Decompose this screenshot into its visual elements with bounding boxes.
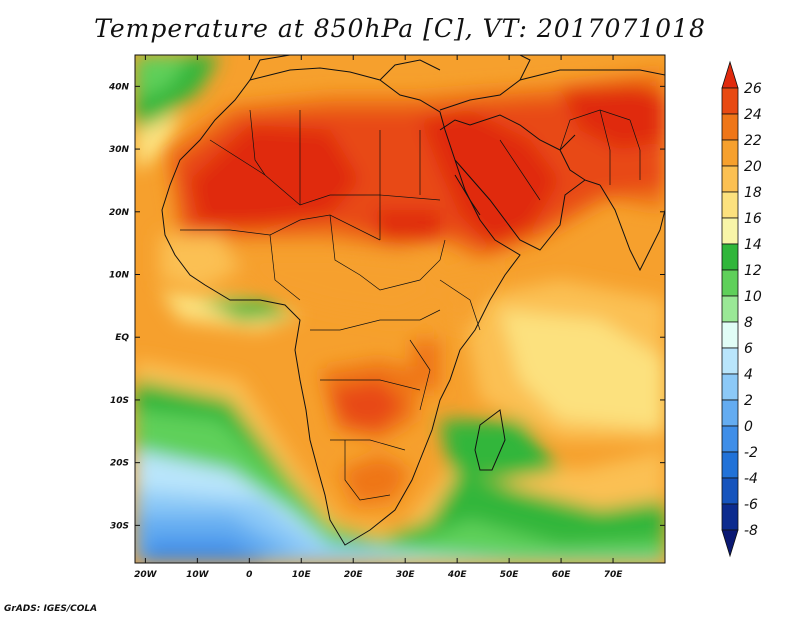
colorbar-label: -8 <box>744 523 758 539</box>
colorbar-label: 2 <box>744 393 753 409</box>
lon-label: 30E <box>396 570 416 580</box>
lon-label: 60E <box>552 570 572 580</box>
colorbar-label: 6 <box>744 341 753 357</box>
colorbar-swatch <box>721 139 739 167</box>
colorbar-swatch <box>721 60 739 89</box>
lon-label: 50E <box>500 570 520 580</box>
lat-label: 30S <box>110 521 129 531</box>
colorbar-label: 4 <box>744 367 753 383</box>
colorbar-label: 14 <box>744 237 762 253</box>
colorbar-swatch <box>721 191 739 219</box>
colorbar-swatch <box>721 503 739 531</box>
lat-label: 10S <box>110 396 129 406</box>
lat-label: EQ <box>115 333 129 343</box>
credit-label: GrADS: IGES/COLA <box>4 604 98 614</box>
colorbar-label: -4 <box>744 471 758 487</box>
colorbar-swatch <box>721 295 739 323</box>
page-title: Temperature at 850hPa [C], VT: 201707101… <box>94 14 706 43</box>
colorbar-label: 20 <box>744 159 762 175</box>
colorbar-label: 24 <box>744 107 762 123</box>
colorbar-label: -2 <box>744 445 758 461</box>
borders <box>180 109 641 501</box>
colorbar-swatch <box>721 87 739 115</box>
colorbar-swatch <box>721 451 739 479</box>
colorbar-swatch <box>721 373 739 401</box>
lon-label: 0 <box>246 570 252 580</box>
lon-label: 20E <box>344 570 364 580</box>
colorbar-swatch <box>721 425 739 453</box>
colorbar-swatch <box>721 269 739 297</box>
latitude-axis: 40N 30N 20N 10N EQ 10S 20S 30S <box>108 82 665 531</box>
longitude-axis: 20W 10W 0 10E 20E 30E 40E 50E 60E 70E <box>134 55 623 580</box>
lat-label: 20S <box>110 459 129 469</box>
lat-label: 30N <box>109 145 130 155</box>
colorbar-swatch <box>721 243 739 271</box>
colorbar-label: 16 <box>744 211 762 227</box>
colorbar-label: 22 <box>744 133 762 149</box>
colorbar-label: 10 <box>744 289 762 305</box>
colorbar-swatch <box>721 217 739 245</box>
colorbar-swatch <box>721 477 739 505</box>
lon-label: 10W <box>186 570 210 580</box>
lon-label: 70E <box>604 570 624 580</box>
lon-label: 10E <box>292 570 312 580</box>
colorbar-label: 18 <box>744 185 762 201</box>
colorbar-swatch <box>721 347 739 375</box>
lon-label: 20W <box>134 570 158 580</box>
lat-label: 40N <box>108 82 130 92</box>
lon-label: 40E <box>447 570 468 580</box>
lat-label: 20N <box>109 208 130 218</box>
colorbar-swatch <box>721 165 739 193</box>
colorbar-label: 26 <box>744 81 762 97</box>
plot-frame <box>134 54 666 564</box>
temperature-field <box>135 55 665 563</box>
colorbar-label: 8 <box>744 315 753 331</box>
colorbar-swatch <box>721 321 739 349</box>
colorbar-label: 0 <box>744 419 753 435</box>
colorbar-label: 12 <box>744 263 762 279</box>
lat-label: 10N <box>109 271 130 281</box>
colorbar-swatch <box>721 399 739 427</box>
colorbar-label: -6 <box>744 497 758 513</box>
coastlines <box>161 55 665 546</box>
colorbar-swatch <box>721 113 739 141</box>
colorbar-swatch <box>721 529 739 558</box>
